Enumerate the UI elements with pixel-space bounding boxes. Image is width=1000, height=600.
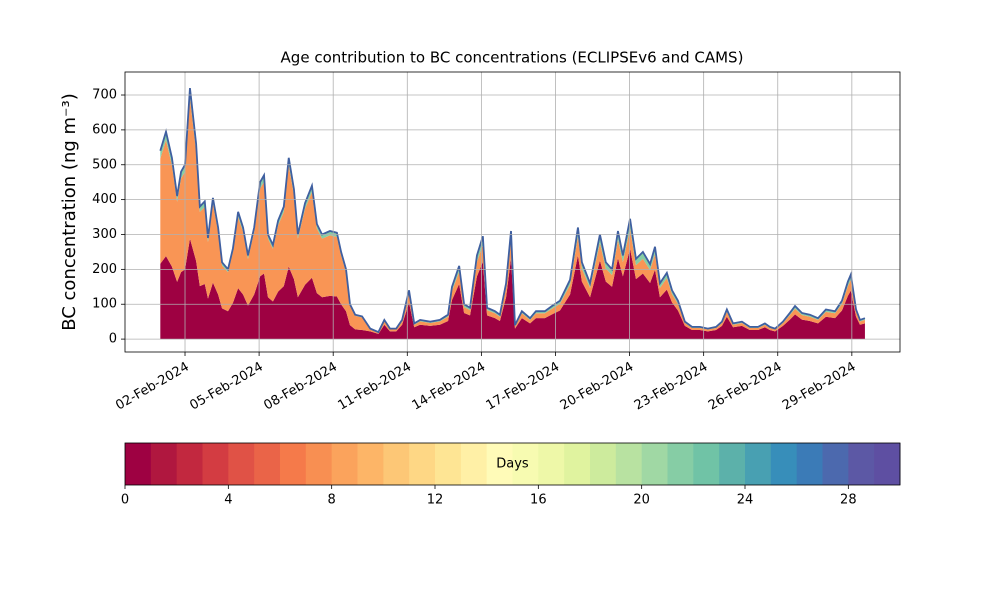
plot-frame <box>124 71 901 353</box>
colorbar-swatch <box>745 443 772 485</box>
colorbar-swatch <box>822 443 849 485</box>
colorbar-swatch <box>228 443 255 485</box>
colorbar-frame <box>124 442 901 486</box>
x-tick-label: 20-Feb-2024 <box>558 360 637 414</box>
x-tick-label: 11-Feb-2024 <box>335 360 414 414</box>
colorbar-swatch <box>254 443 281 485</box>
colorbar-tick-label: 28 <box>840 493 857 508</box>
grid <box>125 72 900 352</box>
area-layer <box>160 88 865 333</box>
colorbar-swatch <box>641 443 668 485</box>
colorbar-label: Days <box>496 457 529 472</box>
colorbar-swatch <box>331 443 358 485</box>
colorbar-swatch <box>512 443 539 485</box>
colorbar-tick-label: 12 <box>427 493 444 508</box>
y-tick-label: 200 <box>92 262 117 277</box>
colorbar-swatch <box>202 443 229 485</box>
colorbar-tick-label: 24 <box>737 493 754 508</box>
colorbar-tick-label: 4 <box>224 493 232 508</box>
colorbar-swatch <box>564 443 591 485</box>
y-tick-label: 500 <box>92 157 117 172</box>
y-tick-label: 400 <box>92 192 117 207</box>
colorbar-swatch <box>770 443 798 485</box>
colorbar-swatch <box>693 443 720 485</box>
colorbar-swatch <box>176 443 203 485</box>
y-tick-label: 0 <box>109 332 117 347</box>
x-tick-label: 29-Feb-2024 <box>780 360 859 414</box>
colorbar-swatch <box>125 443 152 485</box>
x-tick-label: 08-Feb-2024 <box>261 360 340 414</box>
colorbar-swatch <box>848 443 875 485</box>
colorbar-swatch <box>538 443 565 485</box>
total-outline <box>159 87 866 334</box>
colorbar-tick-label: 0 <box>121 493 129 508</box>
area-layer <box>160 98 865 334</box>
colorbar-tick-label: 16 <box>530 493 547 508</box>
y-tick-label: 100 <box>92 297 117 312</box>
colorbar-swatch <box>615 443 643 485</box>
colorbar-swatch <box>719 443 746 485</box>
x-tick-label: 26-Feb-2024 <box>706 360 785 414</box>
colorbar-tick-label: 8 <box>328 493 336 508</box>
colorbar-swatch <box>409 443 436 485</box>
colorbar-swatch <box>796 443 823 485</box>
x-tick-label: 14-Feb-2024 <box>410 360 489 414</box>
colorbar-swatch <box>486 443 513 485</box>
chart-title: Age contribution to BC concentrations (E… <box>281 49 744 67</box>
colorbar-swatch <box>305 443 333 485</box>
colorbar-swatch <box>435 443 462 485</box>
y-axis-label: BC concentration (ng m⁻³) <box>59 93 80 331</box>
colorbar-swatch <box>590 443 617 485</box>
colorbar-swatch <box>280 443 307 485</box>
y-tick-label: 300 <box>92 227 117 242</box>
colorbar-tick-label: 20 <box>633 493 650 508</box>
colorbar-swatch <box>874 443 901 485</box>
y-tick-label: 600 <box>92 122 117 137</box>
x-tick-label: 23-Feb-2024 <box>632 360 711 414</box>
x-tick-label: 17-Feb-2024 <box>484 360 563 414</box>
y-tick-label: 700 <box>92 88 117 103</box>
colorbar-swatch <box>357 443 384 485</box>
x-tick-label: 02-Feb-2024 <box>113 360 192 414</box>
colorbar-swatch <box>460 443 488 485</box>
colorbar-swatch <box>150 443 178 485</box>
colorbar-swatch <box>667 443 694 485</box>
colorbar-swatch <box>383 443 410 485</box>
x-tick-label: 05-Feb-2024 <box>187 360 266 414</box>
